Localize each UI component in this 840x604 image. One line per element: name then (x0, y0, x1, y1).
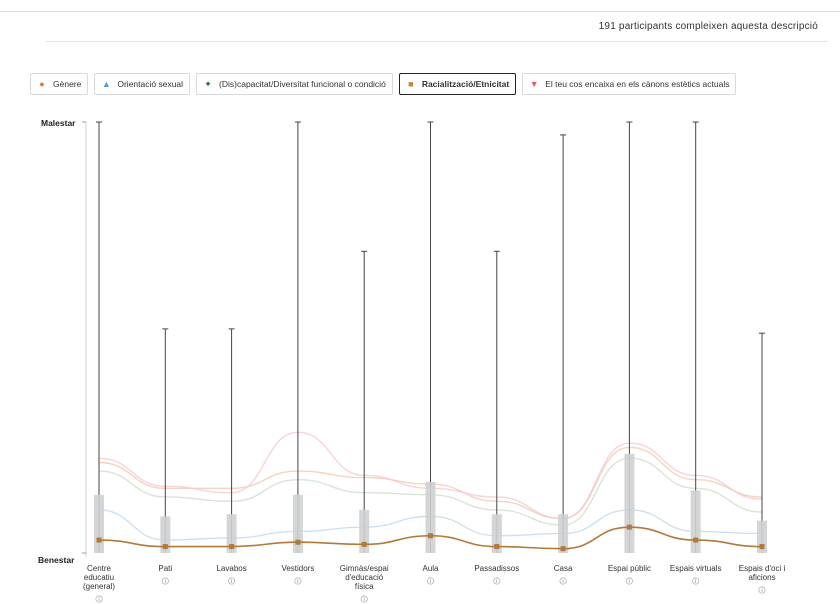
info-icon (559, 577, 567, 585)
info-icon-glyph: i (165, 579, 166, 585)
info-icon-glyph: i (629, 579, 630, 585)
info-icon-glyph: i (297, 579, 298, 585)
series-point (96, 537, 102, 543)
box (757, 520, 767, 553)
info-icon (493, 577, 501, 585)
x-tick-label: física (355, 582, 374, 591)
info-icon (360, 595, 368, 603)
x-tick-label: Gimnàs/espai (340, 564, 389, 573)
x-tick-label: educatiu (84, 573, 114, 582)
legend-label: El teu cos encaixa en els cànons estètic… (545, 79, 730, 89)
box (425, 481, 436, 553)
box (160, 516, 171, 553)
box (624, 453, 635, 553)
info-icon-glyph: i (430, 579, 431, 585)
x-tick-label: aficions (748, 573, 775, 582)
series-point (295, 539, 301, 545)
info-icon (426, 577, 435, 585)
x-tick-label: Espais virtuals (670, 564, 722, 573)
x-tick-label: (general) (83, 582, 115, 591)
info-icon-glyph: i (695, 579, 696, 585)
legend: ● Gènere ▲ Orientació sexual ✦ (Dis)capa… (30, 73, 737, 95)
box (292, 494, 303, 553)
info-icon-glyph: i (231, 579, 232, 585)
legend-label: Orientació sexual (117, 79, 184, 89)
series-point (428, 533, 433, 539)
series-point (229, 544, 235, 550)
info-icon (95, 595, 103, 603)
top-divider (0, 11, 840, 12)
legend-label: (Dis)capacitat/Diversitat funcional o co… (219, 79, 386, 89)
legend-item-discapacitat[interactable]: ✦ (Dis)capacitat/Diversitat funcional o … (196, 73, 393, 95)
participants-count: 191 participants compleixen aquesta desc… (598, 21, 818, 32)
legend-item-racialitzacio[interactable]: ■ Racialització/Etnicitat (398, 73, 517, 95)
legend-label: Racialització/Etnicitat (421, 79, 510, 89)
box (226, 514, 237, 553)
info-icon-glyph: i (364, 597, 365, 603)
legend-item-orientacio-sexual[interactable]: ▲ Orientació sexual (94, 73, 191, 95)
x-tick-label: Vestidors (281, 564, 314, 573)
box (359, 509, 370, 553)
info-icon (161, 577, 169, 585)
series-point (626, 524, 632, 530)
legend-label: Gènere (53, 79, 82, 89)
box (690, 490, 701, 553)
x-tick-label: Lavabos (216, 564, 246, 573)
series-point (560, 546, 566, 552)
info-icon (294, 577, 302, 585)
box (491, 514, 502, 553)
x-tick-label: Passadissos (474, 564, 519, 573)
series-point (494, 544, 500, 550)
triangle-marker-icon: ▲ (101, 79, 111, 89)
series-point (759, 544, 765, 550)
info-icon (758, 586, 766, 594)
x-tick-label: Espais d'oci i (739, 564, 786, 573)
star-marker-icon: ✦ (204, 78, 212, 89)
x-tick-label: Espai públic (608, 564, 651, 573)
x-tick-label: Centre (87, 564, 112, 573)
legend-item-canons-estetics[interactable]: ▼ El teu cos encaixa en els cànons estèt… (522, 73, 737, 95)
legend-item-genere[interactable]: ● Gènere (30, 73, 89, 95)
info-icon-glyph: i (496, 579, 497, 585)
down-triangle-marker-icon: ▼ (529, 79, 539, 89)
series-point (361, 541, 367, 547)
x-tick-label: Pati (158, 564, 172, 573)
series-point (162, 544, 168, 550)
y-axis-top-label: Malestar (41, 118, 76, 128)
info-icon (228, 577, 236, 585)
section-divider (46, 41, 828, 42)
box (94, 494, 104, 553)
info-icon (625, 577, 633, 585)
circle-marker-icon: ● (39, 79, 45, 89)
x-tick-label: Aula (422, 564, 439, 573)
box (558, 514, 569, 553)
y-axis-bottom-label: Benestar (38, 555, 75, 565)
info-icon-glyph: i (761, 588, 762, 594)
series-line (98, 446, 763, 520)
series-line (98, 457, 763, 526)
x-tick-label: Casa (554, 564, 573, 573)
x-tick-label: d'educació (345, 573, 384, 582)
info-icon-glyph: i (98, 597, 99, 603)
square-marker-icon: ■ (408, 79, 414, 89)
info-icon (692, 577, 700, 585)
info-icon-glyph: i (562, 579, 563, 585)
series-point (693, 537, 699, 543)
